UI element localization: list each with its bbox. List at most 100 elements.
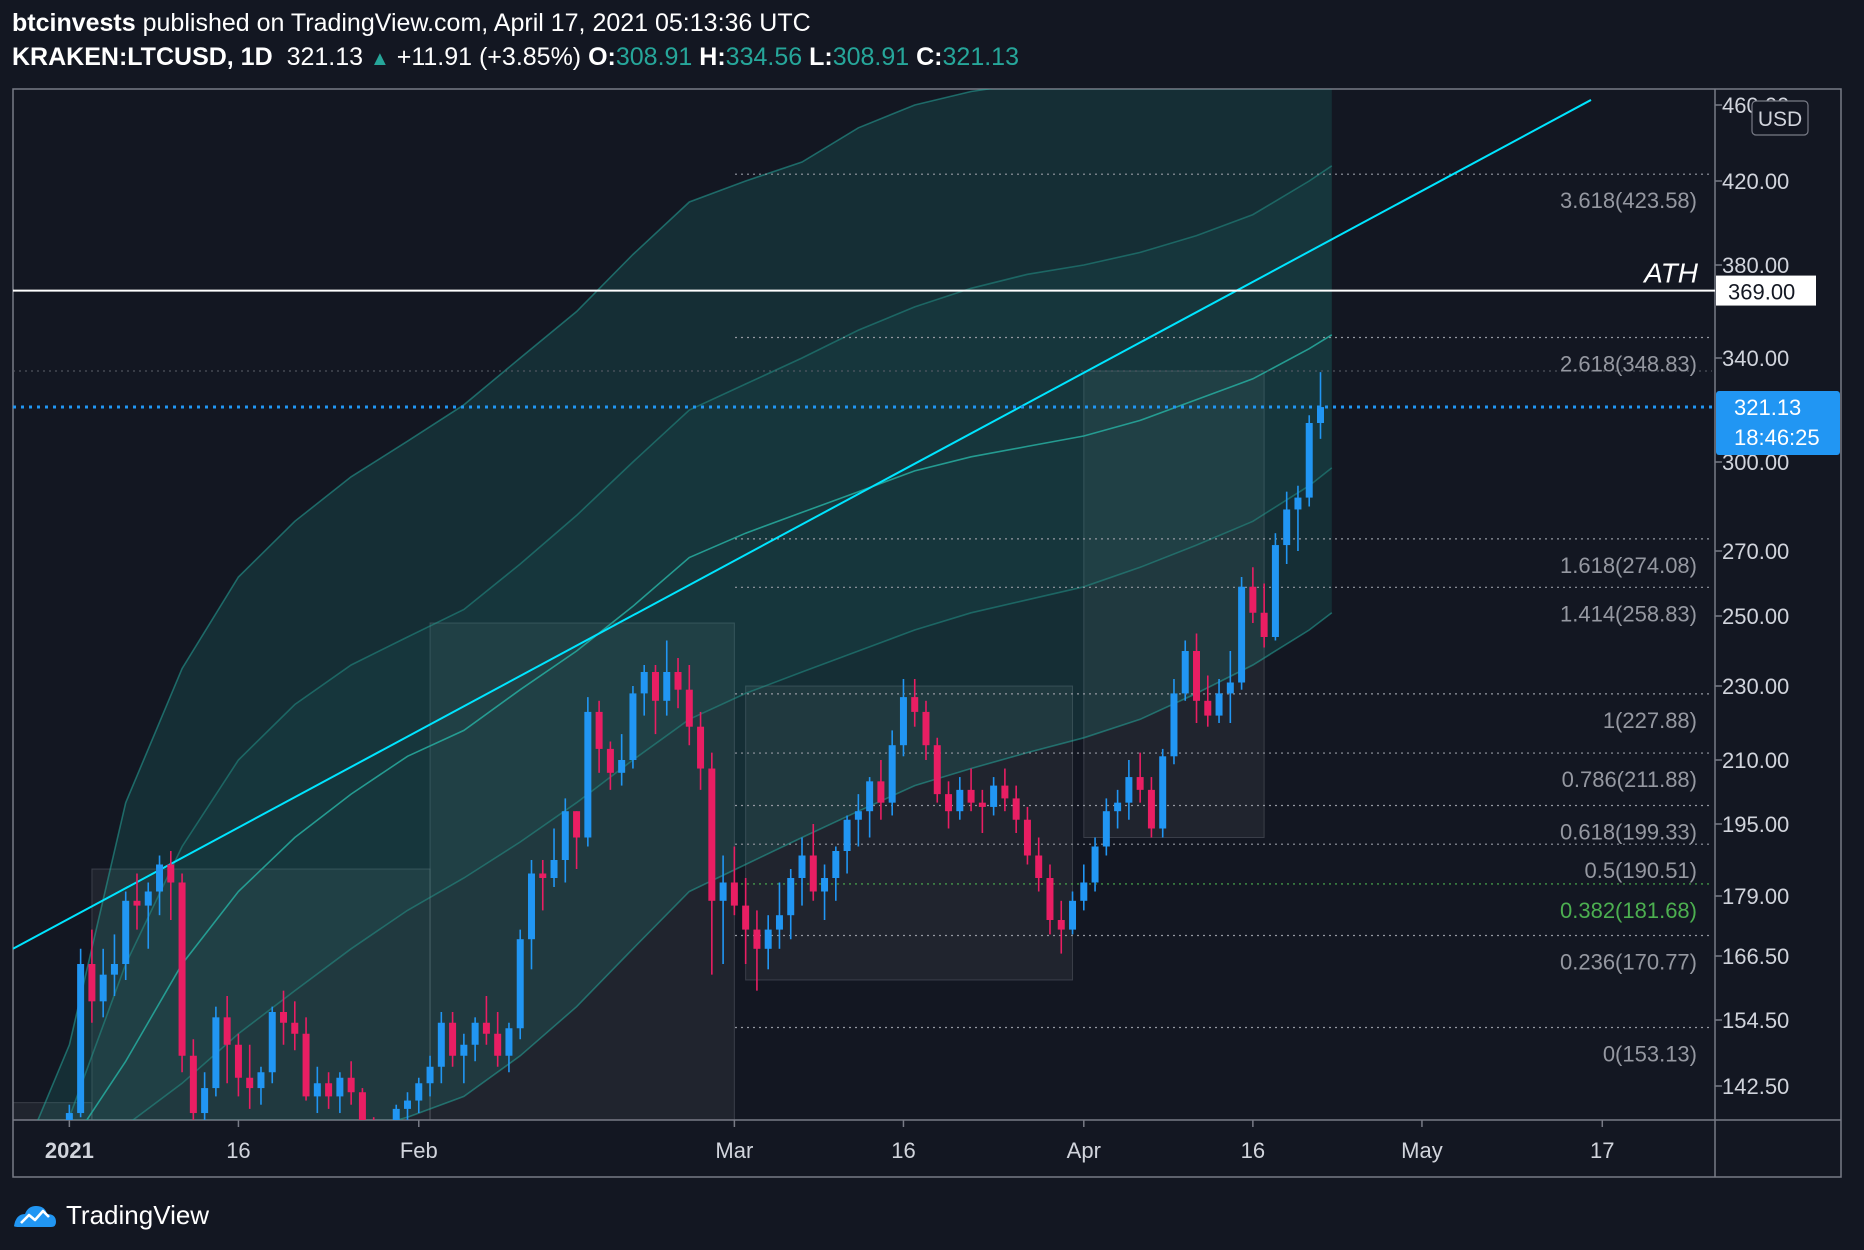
candle-down[interactable] <box>178 873 186 1073</box>
tradingview-logo-icon[interactable] <box>12 1200 58 1230</box>
candle-down[interactable] <box>595 700 603 773</box>
candle-up[interactable] <box>584 697 592 847</box>
candle-down[interactable] <box>1046 864 1054 935</box>
candle-up[interactable] <box>426 1055 434 1097</box>
candle-up[interactable] <box>764 915 772 970</box>
range-box[interactable] <box>745 685 1074 981</box>
candle-up[interactable] <box>1114 789 1122 829</box>
candle-up[interactable] <box>629 686 637 769</box>
candle-down[interactable] <box>291 1001 299 1051</box>
candle-up[interactable] <box>832 846 840 901</box>
candle-down[interactable] <box>1001 768 1009 812</box>
candlesticks[interactable] <box>21 372 1324 1150</box>
candle-up[interactable] <box>1226 651 1234 723</box>
candle-down[interactable] <box>88 929 96 1023</box>
candle-up[interactable] <box>561 798 569 883</box>
candle-down[interactable] <box>911 679 919 727</box>
candle-up[interactable] <box>505 1022 513 1073</box>
candle-up[interactable] <box>1283 491 1291 564</box>
candle-up[interactable] <box>404 1092 411 1121</box>
candle-down[interactable] <box>1193 633 1201 724</box>
candle-up[interactable] <box>144 882 152 949</box>
candle-down[interactable] <box>167 851 175 920</box>
candle-up[interactable] <box>257 1066 265 1105</box>
candle-down[interactable] <box>449 1012 457 1067</box>
trendline[interactable] <box>13 99 1592 950</box>
candle-down[interactable] <box>302 1017 310 1101</box>
candle-up[interactable] <box>77 948 85 1118</box>
footer-brand[interactable]: TradingView <box>66 1199 210 1230</box>
candle-down[interactable] <box>1260 583 1268 648</box>
candle-up[interactable] <box>156 855 164 916</box>
candle-down[interactable] <box>933 737 941 803</box>
candle-down[interactable] <box>1249 567 1257 623</box>
candle-up[interactable] <box>1317 372 1324 439</box>
candle-up[interactable] <box>415 1077 423 1114</box>
candle-up[interactable] <box>122 891 130 981</box>
candle-down[interactable] <box>133 873 141 930</box>
candle-up[interactable] <box>110 934 118 996</box>
candle-down[interactable] <box>1204 675 1212 727</box>
candle-down[interactable] <box>697 711 705 790</box>
candle-down[interactable] <box>809 824 817 901</box>
candle-up[interactable] <box>1215 679 1223 723</box>
candle-down[interactable] <box>877 760 885 820</box>
candle-down[interactable] <box>967 768 975 812</box>
candle-down[interactable] <box>978 789 986 833</box>
candle-up[interactable] <box>843 815 851 874</box>
candle-down[interactable] <box>358 1088 366 1138</box>
candle-up[interactable] <box>1159 748 1167 838</box>
candle-up[interactable] <box>1069 891 1077 935</box>
candle-down[interactable] <box>753 910 761 991</box>
candle-up[interactable] <box>618 734 626 786</box>
candle-up[interactable] <box>471 1017 479 1062</box>
candle-down[interactable] <box>730 846 738 916</box>
candle-up[interactable] <box>798 837 806 906</box>
candle-up[interactable] <box>956 777 964 820</box>
candle-down[interactable] <box>685 665 693 746</box>
candle-down[interactable] <box>945 781 953 829</box>
candle-down[interactable] <box>606 741 614 790</box>
plot-area[interactable] <box>13 0 1715 1188</box>
candle-down[interactable] <box>21 1121 28 1138</box>
candle-up[interactable] <box>460 1033 468 1084</box>
candle-down[interactable] <box>189 1039 197 1134</box>
candle-down[interactable] <box>223 996 231 1084</box>
candle-up[interactable] <box>65 1104 73 1147</box>
candle-up[interactable] <box>663 640 671 716</box>
candle-up[interactable] <box>640 665 648 716</box>
candle-down[interactable] <box>742 878 750 964</box>
candle-down[interactable] <box>370 1117 377 1146</box>
candle-up[interactable] <box>888 730 896 816</box>
candle-up[interactable] <box>381 1121 388 1150</box>
currency-badge[interactable]: USD <box>1751 100 1809 136</box>
candle-up[interactable] <box>1102 798 1110 856</box>
price-axis[interactable]: 142.50 154.50 166.50 179.00 195.00 210.00 230.… <box>1715 93 1840 1099</box>
candle-down[interactable] <box>1147 777 1155 838</box>
resistance-trendline[interactable] <box>13 99 1592 950</box>
symbol-label[interactable]: KRAKEN:LTCUSD, 1D <box>12 43 273 71</box>
candle-down[interactable] <box>234 1033 242 1097</box>
candle-up[interactable] <box>1080 864 1088 911</box>
candle-down[interactable] <box>1057 900 1065 954</box>
candle-down[interactable] <box>325 1072 333 1109</box>
candle-down[interactable] <box>708 752 716 975</box>
candle-up[interactable] <box>516 929 524 1040</box>
candle-up[interactable] <box>899 679 907 757</box>
candle-up[interactable] <box>527 860 535 970</box>
candle-down[interactable] <box>246 1044 254 1109</box>
candle-up[interactable] <box>1271 533 1279 641</box>
candle-up[interactable] <box>268 1006 276 1084</box>
candle-down[interactable] <box>651 665 659 735</box>
candle-up[interactable] <box>1238 577 1246 690</box>
candle-up[interactable] <box>550 828 558 888</box>
candle-down[interactable] <box>1023 806 1031 865</box>
candle-up[interactable] <box>990 777 998 816</box>
candle-up[interactable] <box>212 1006 220 1097</box>
author-name[interactable]: btcinvests <box>12 9 136 37</box>
candle-down[interactable] <box>1012 785 1020 833</box>
candle-down[interactable] <box>1136 752 1144 803</box>
candle-down[interactable] <box>32 1126 39 1143</box>
candle-down[interactable] <box>573 811 581 869</box>
